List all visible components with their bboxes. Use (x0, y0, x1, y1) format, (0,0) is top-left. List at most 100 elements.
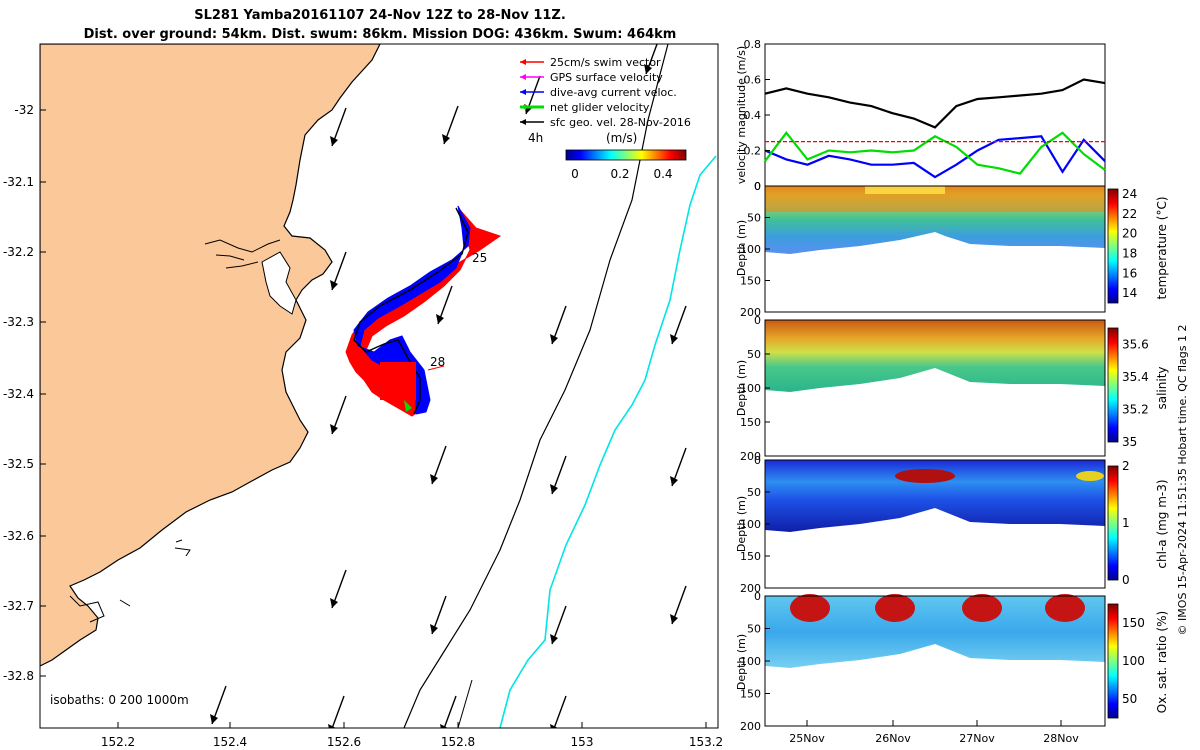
cb-tick: 35.4 (1122, 370, 1149, 384)
velocity-y-tick: 0.8 (744, 38, 762, 51)
track-label-28: 28 (430, 355, 445, 369)
legend-entry: net glider velocity (550, 101, 650, 114)
map-x-tick: 152.2 (101, 735, 135, 749)
colorbar-tick: 0.2 (610, 167, 629, 181)
depth-tick: 0 (754, 314, 761, 327)
map-axis-ticks: 152.2 152.4 152.6 152.8 153 153.2 -32 -32.1 -32.… (3, 103, 723, 749)
map-x-tick: 153 (571, 735, 594, 749)
depth-tick: 0 (754, 180, 761, 193)
temperature-section: 0 50 100 150 200 14 16 18 20 22 24 Depth (m) tempe… (735, 180, 1169, 319)
depth-tick: 150 (740, 550, 761, 563)
map-x-tick: 153.2 (689, 735, 723, 749)
oxygen-cblabel: Ox. sat. ratio (%) (1155, 611, 1169, 713)
cb-tick: 1 (1122, 516, 1130, 530)
map-y-tick: -32.7 (3, 599, 34, 613)
cb-tick: 16 (1122, 266, 1137, 280)
velocity-ylabel: velocity magnitude (m/s) (735, 46, 748, 184)
cb-tick: 100 (1122, 654, 1145, 668)
map-y-tick: -32.6 (3, 529, 34, 543)
cb-tick: 18 (1122, 246, 1137, 260)
velocity-y-tick: 0.4 (744, 109, 762, 122)
salinity-ylabel: Depth (m) (735, 360, 748, 416)
depth-tick: 200 (740, 582, 761, 595)
depth-tick: 200 (740, 720, 761, 733)
depth-tick: 150 (740, 275, 761, 288)
cb-tick: 35 (1122, 435, 1137, 449)
land-mass (40, 44, 381, 667)
depth-tick: 100 (740, 243, 761, 256)
colorbar-units: (m/s) (606, 131, 637, 145)
temperature-ylabel: Depth (m) (735, 220, 748, 276)
chla-ylabel: Depth (m) (735, 496, 748, 552)
velocity-y-tick: 0 (754, 180, 761, 193)
isobath-200m (403, 44, 669, 728)
cb-tick: 2 (1122, 459, 1130, 473)
salinity-cblabel: salinity (1155, 366, 1169, 409)
depth-tick: 50 (747, 348, 761, 361)
isobath-1000m (457, 679, 473, 728)
depth-tick: 100 (740, 655, 761, 668)
cb-tick: 14 (1122, 286, 1137, 300)
velocity-series-line (764, 78, 1106, 129)
oxygen-field (765, 596, 1105, 668)
map-x-tick: 152.8 (441, 735, 475, 749)
depth-tick: 150 (740, 416, 761, 429)
colorbar-tick: 0 (571, 167, 579, 181)
map-legend: 25cm/s swim vector GPS surface velocity di… (520, 56, 691, 181)
map-frame (39, 43, 719, 729)
chla-section: 0 50 100 150 200 0 1 2 Depth (m) chl-a (mg m-3) (735, 454, 1169, 595)
map-y-tick: -32.5 (3, 457, 34, 471)
cb-tick: 24 (1122, 187, 1137, 201)
geo-arrow (672, 736, 686, 750)
depth-tick: 0 (754, 590, 761, 603)
cb-tick: 50 (1122, 692, 1137, 706)
speed-colorbar (565, 149, 687, 161)
date-tick: 28Nov (1043, 732, 1079, 745)
map-y-tick: -32.1 (3, 175, 34, 189)
cb-tick: 20 (1122, 227, 1137, 241)
cb-tick: 22 (1122, 207, 1137, 221)
cb-tick: 0 (1122, 573, 1130, 587)
velocity-panel: 0 0.2 0.4 0.6 0.8 velocity magnitude (m/s) (735, 38, 1106, 193)
current-core-line (499, 155, 717, 728)
legend-entry: dive-avg current veloc. (550, 86, 677, 99)
legend-time-tag: 4h (528, 131, 543, 145)
isobath-note: isobaths: 0 200 1000m (50, 693, 189, 707)
salinity-section: 0 50 100 150 200 35 35.2 35.4 35.6 Depth (m) sal… (735, 314, 1169, 463)
cb-tick: 150 (1122, 616, 1145, 630)
legend-entry: sfc geo. vel. 28-Nov-2016 (550, 116, 691, 129)
legend-entry: 25cm/s swim vector (550, 56, 661, 69)
depth-tick: 50 (747, 212, 761, 225)
map-y-tick: -32.2 (3, 245, 34, 259)
depth-tick: 50 (747, 486, 761, 499)
depth-tick: 200 (740, 306, 761, 319)
cb-tick: 35.6 (1122, 337, 1149, 351)
chla-field (765, 460, 1105, 532)
map-x-tick: 152.4 (213, 735, 247, 749)
oxygen-section: 0 50 100 150 200 50 100 150 Depth (m) Ox. sat. … (735, 590, 1169, 733)
imos-footer: © IMOS 15-Apr-2024 11:51:35 Hobart time.… (1176, 325, 1189, 636)
depth-tick: 150 (740, 688, 761, 701)
date-tick: 27Nov (959, 732, 995, 745)
depth-tick: 100 (740, 518, 761, 531)
colorbar-tick: 0.4 (653, 167, 672, 181)
chla-cblabel: chl-a (mg m-3) (1155, 479, 1169, 568)
map-y-tick: -32.8 (3, 669, 34, 683)
velocity-y-tick: 0.2 (744, 145, 762, 158)
depth-tick: 0 (754, 454, 761, 467)
chart-title-line1: SL281 Yamba20161107 24-Nov 12Z to 28-Nov… (194, 8, 566, 23)
chart-title-line2: Dist. over ground: 54km. Dist. swum: 86k… (83, 27, 677, 42)
oxygen-ylabel: Depth (m) (735, 634, 748, 690)
date-tick: 26Nov (875, 732, 911, 745)
cb-tick: 35.2 (1122, 402, 1149, 416)
map-x-tick: 152.6 (327, 735, 361, 749)
map-panel: 25 28 25cm/s swim vector GPS surface velo… (3, 43, 723, 750)
map-y-tick: -32.3 (3, 315, 34, 329)
temperature-cblabel: temperature (°C) (1155, 197, 1169, 300)
map-y-tick: -32 (14, 103, 34, 117)
depth-tick: 100 (740, 382, 761, 395)
depth-tick: 50 (747, 623, 761, 636)
salinity-field (765, 320, 1105, 392)
depth-tick: 200 (740, 450, 761, 463)
